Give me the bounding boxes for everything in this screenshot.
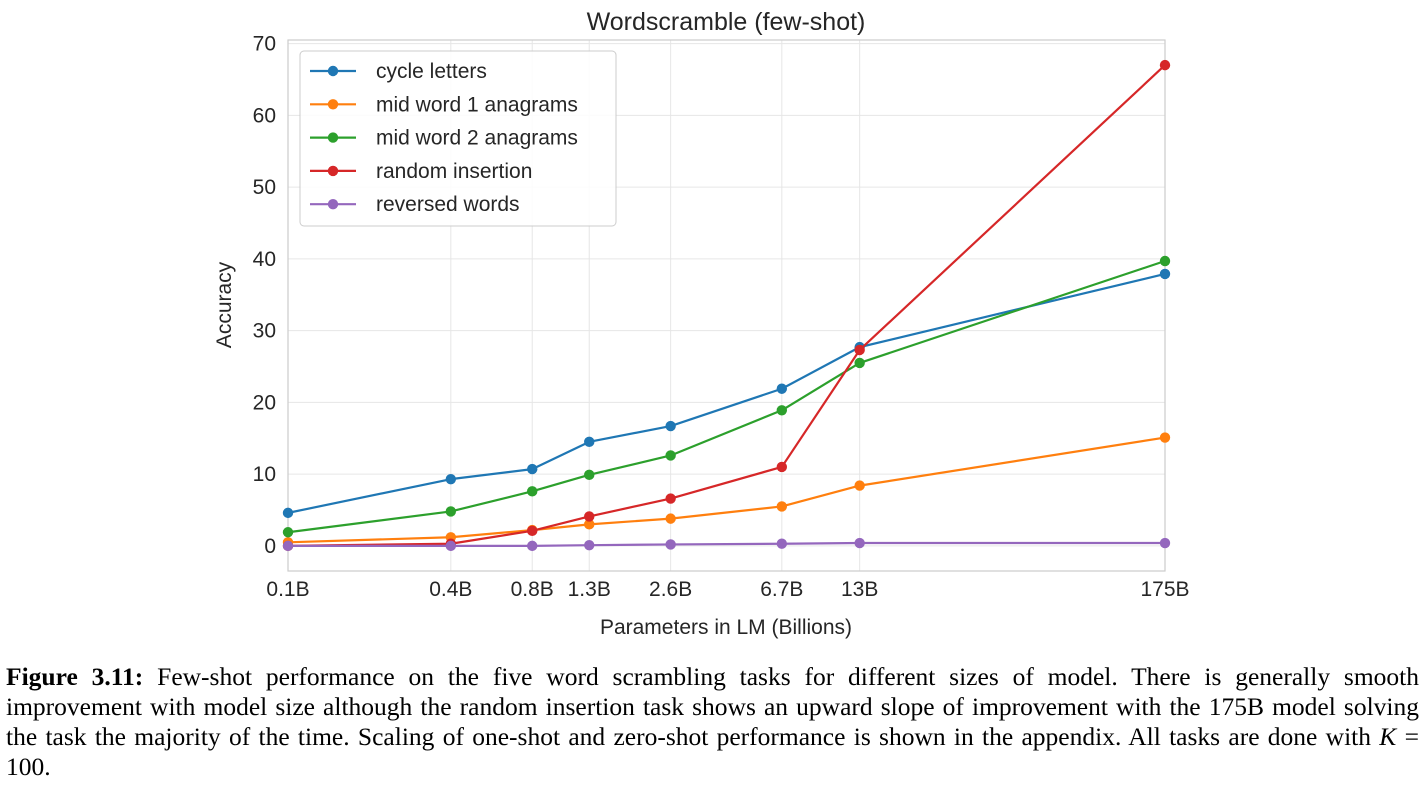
series-line	[287, 64, 1166, 547]
x-tick-label: 0.4B	[429, 578, 472, 601]
series-cycle-letters	[282, 268, 1171, 519]
legend-label: mid word 2 anagrams	[376, 127, 578, 150]
data-point	[665, 420, 676, 432]
x-tick-label: 0.8B	[511, 578, 554, 601]
data-point	[1159, 255, 1171, 267]
y-tick-label: 70	[253, 33, 276, 56]
data-point	[665, 450, 676, 461]
y-tick-label: 0	[264, 535, 276, 558]
legend-item: mid word 2 anagrams	[310, 127, 578, 150]
x-axis-label: Parameters in LM (Billions)	[600, 616, 852, 639]
data-point	[854, 537, 865, 549]
x-tick-label: 6.7B	[760, 578, 803, 601]
data-point	[282, 527, 294, 538]
x-tick-label: 2.6B	[649, 578, 692, 601]
data-point	[584, 539, 595, 551]
figure-caption: Figure 3.11: Few-shot performance on the…	[6, 662, 1419, 782]
series-reversed-words	[282, 537, 1171, 552]
data-point	[282, 540, 294, 552]
data-point	[1159, 432, 1171, 443]
data-point	[1159, 268, 1171, 280]
legend-entries: cycle letters mid word 1 anagrams mid word…	[310, 60, 578, 216]
legend-label: random insertion	[376, 160, 532, 183]
legend-marker	[327, 199, 339, 210]
series-line	[287, 272, 1166, 514]
data-point	[776, 501, 788, 512]
axis-ticks: 0.1B 0.4B 0.8B 1.3B 2.6B 6.7B 13B 175B 0 10 20 30 40…	[253, 33, 1190, 601]
legend-marker	[327, 132, 339, 143]
x-tick-label: 0.1B	[266, 578, 309, 601]
data-point	[527, 540, 538, 552]
caption-math-value: = 100	[6, 722, 1419, 781]
data-point	[854, 480, 865, 491]
data-point	[584, 436, 595, 448]
data-point	[282, 507, 294, 519]
y-tick-label: 20	[253, 391, 276, 414]
data-point	[776, 383, 788, 394]
data-point	[1159, 59, 1171, 71]
legend-label: mid word 1 anagrams	[376, 93, 578, 116]
legend-item: reversed words	[310, 193, 520, 216]
x-tick-label: 175B	[1140, 578, 1189, 601]
plot-frame	[287, 39, 1166, 572]
y-tick-label: 30	[253, 320, 276, 343]
y-tick-label: 40	[253, 248, 276, 271]
x-tick-label: 1.3B	[568, 578, 611, 601]
data-point	[445, 540, 457, 552]
series-lines	[282, 59, 1171, 552]
data-point	[445, 506, 457, 517]
data-point	[527, 463, 538, 475]
data-point	[854, 344, 865, 356]
legend-label: reversed words	[376, 193, 520, 216]
chart-title: Wordscramble (few-shot)	[587, 8, 866, 36]
data-point	[776, 405, 788, 416]
data-point	[776, 461, 788, 473]
caption-end: .	[44, 752, 51, 781]
x-tick-label: 13B	[841, 578, 878, 601]
legend-label: cycle letters	[376, 60, 487, 83]
data-point	[584, 511, 595, 522]
caption-label: Figure 3.11:	[6, 662, 144, 691]
data-point	[527, 525, 538, 537]
legend-item: mid word 1 anagrams	[310, 93, 578, 116]
data-point	[527, 486, 538, 497]
series-line	[287, 436, 1166, 544]
legend-marker	[327, 99, 339, 110]
caption-math-variable: K	[1379, 722, 1397, 751]
legend-item: random insertion	[310, 160, 532, 183]
y-tick-label: 50	[253, 176, 276, 199]
data-point	[665, 513, 676, 524]
legend-item: cycle letters	[310, 60, 487, 83]
legend-marker	[327, 165, 339, 177]
wordscramble-chart: 0.1B 0.4B 0.8B 1.3B 2.6B 6.7B 13B 175B 0 10 20 30 40…	[213, 8, 1190, 639]
y-tick-label: 10	[253, 463, 276, 486]
data-point	[665, 539, 676, 550]
data-point	[1159, 537, 1171, 549]
data-point	[584, 469, 595, 481]
data-point	[665, 493, 676, 504]
data-point	[776, 538, 788, 549]
y-tick-label: 60	[253, 104, 276, 127]
legend-box	[299, 50, 617, 227]
series-line	[288, 541, 1165, 547]
legend: cycle letters mid word 1 anagrams mid word…	[299, 50, 617, 227]
legend-marker	[327, 65, 339, 77]
caption-text: Few-shot performance on the five word sc…	[6, 662, 1419, 751]
y-axis-label: Accuracy	[213, 261, 236, 348]
data-point	[445, 473, 457, 485]
data-point	[854, 357, 865, 369]
data-point	[584, 519, 595, 530]
